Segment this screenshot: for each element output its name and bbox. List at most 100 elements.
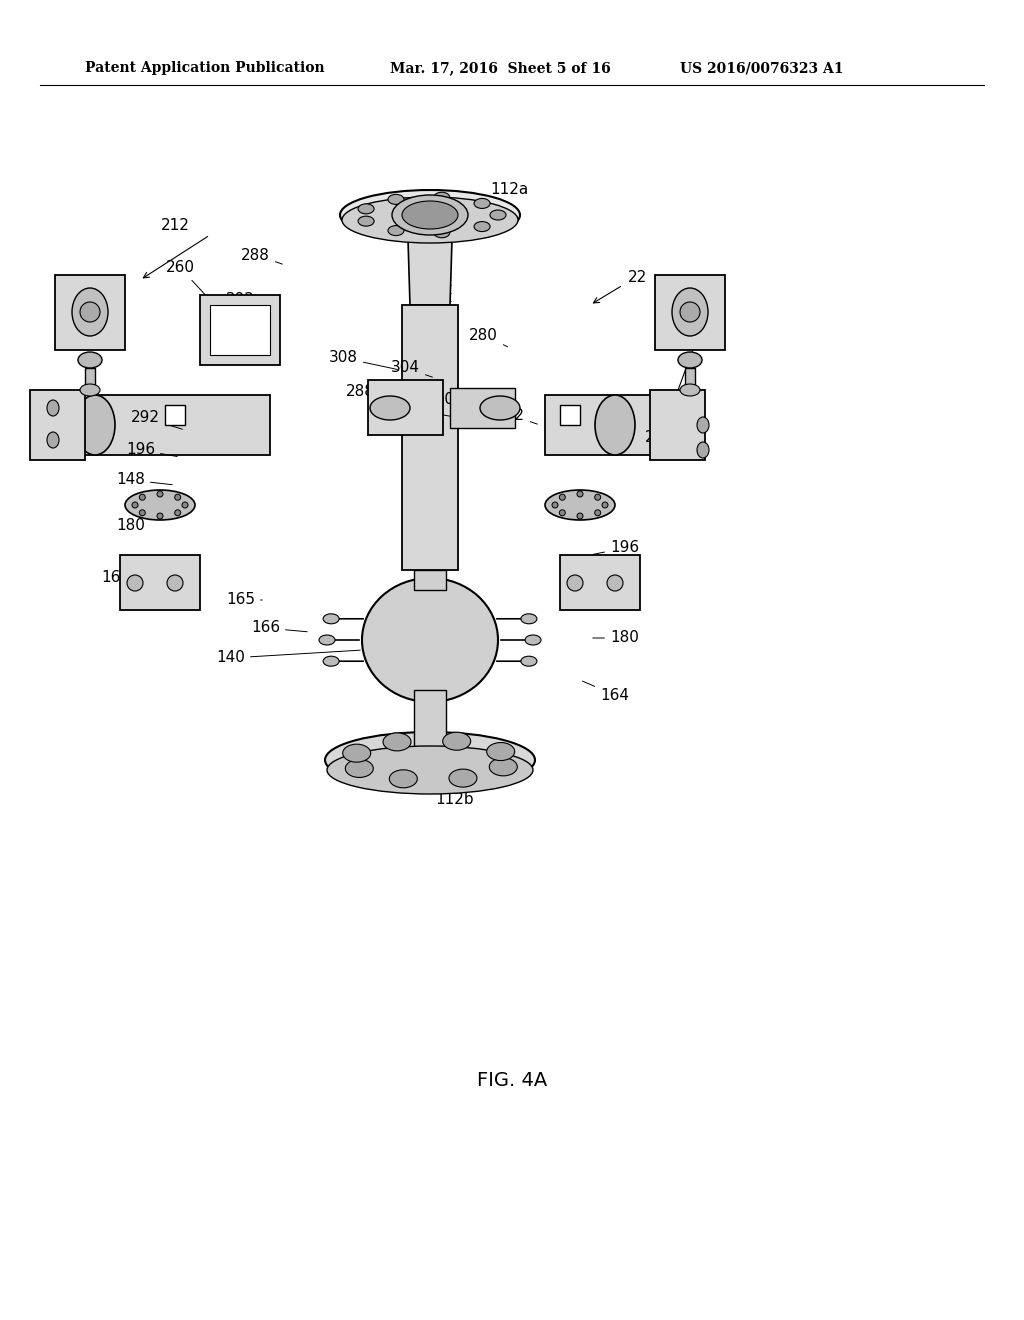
Text: 260: 260 <box>166 260 208 298</box>
Text: 164: 164 <box>101 570 162 586</box>
Ellipse shape <box>358 216 374 226</box>
FancyBboxPatch shape <box>30 389 85 459</box>
Ellipse shape <box>697 417 709 433</box>
Text: 288: 288 <box>241 248 283 264</box>
Ellipse shape <box>480 396 520 420</box>
Ellipse shape <box>343 744 371 762</box>
FancyBboxPatch shape <box>70 395 270 455</box>
Circle shape <box>602 502 608 508</box>
FancyBboxPatch shape <box>545 395 675 455</box>
Ellipse shape <box>521 656 537 667</box>
Ellipse shape <box>327 746 534 795</box>
Text: FIG. 4A: FIG. 4A <box>477 1071 547 1089</box>
Text: 140: 140 <box>216 651 360 665</box>
Ellipse shape <box>388 226 404 235</box>
Ellipse shape <box>672 288 708 337</box>
Ellipse shape <box>324 614 339 624</box>
Text: 196: 196 <box>593 540 639 556</box>
Ellipse shape <box>521 614 537 624</box>
FancyBboxPatch shape <box>450 388 515 428</box>
Ellipse shape <box>342 197 518 243</box>
Ellipse shape <box>47 400 59 416</box>
Circle shape <box>157 513 163 519</box>
Circle shape <box>559 494 565 500</box>
Text: 112b: 112b <box>432 777 474 808</box>
Text: 212: 212 <box>645 430 674 446</box>
Text: 180: 180 <box>116 511 172 532</box>
Ellipse shape <box>319 635 335 645</box>
Ellipse shape <box>383 733 411 751</box>
Text: 142: 142 <box>386 635 427 649</box>
Ellipse shape <box>545 490 615 520</box>
Ellipse shape <box>595 395 635 455</box>
Polygon shape <box>414 570 446 590</box>
Circle shape <box>595 494 601 500</box>
Polygon shape <box>414 690 446 760</box>
Text: 22: 22 <box>628 271 647 285</box>
Text: 196: 196 <box>126 442 177 458</box>
Text: 141: 141 <box>386 660 427 676</box>
Text: Patent Application Publication: Patent Application Publication <box>85 61 325 75</box>
Ellipse shape <box>324 656 339 667</box>
Circle shape <box>139 510 145 516</box>
Text: 288: 288 <box>346 384 406 400</box>
Circle shape <box>595 510 601 516</box>
FancyBboxPatch shape <box>210 305 270 355</box>
Ellipse shape <box>75 395 115 455</box>
Text: 308: 308 <box>329 351 397 370</box>
Polygon shape <box>402 305 458 570</box>
Ellipse shape <box>678 352 702 368</box>
Circle shape <box>607 576 623 591</box>
Circle shape <box>167 576 183 591</box>
FancyBboxPatch shape <box>560 554 640 610</box>
Circle shape <box>175 510 180 516</box>
Text: 304: 304 <box>401 403 458 417</box>
Text: 148: 148 <box>116 473 172 487</box>
Ellipse shape <box>362 578 498 702</box>
Circle shape <box>139 494 145 500</box>
Ellipse shape <box>389 770 418 788</box>
FancyBboxPatch shape <box>120 554 200 610</box>
FancyBboxPatch shape <box>165 405 185 425</box>
Circle shape <box>680 302 700 322</box>
Text: 292: 292 <box>496 408 538 424</box>
Text: US 2016/0076323 A1: US 2016/0076323 A1 <box>680 61 844 75</box>
Text: 166: 166 <box>251 620 307 635</box>
Ellipse shape <box>449 770 477 787</box>
Text: 280: 280 <box>469 327 508 347</box>
Ellipse shape <box>47 432 59 447</box>
Circle shape <box>127 576 143 591</box>
Circle shape <box>559 510 565 516</box>
Ellipse shape <box>345 759 374 777</box>
FancyBboxPatch shape <box>55 275 125 350</box>
Ellipse shape <box>325 733 535 788</box>
Circle shape <box>577 513 583 519</box>
Ellipse shape <box>125 490 195 520</box>
Ellipse shape <box>697 442 709 458</box>
Ellipse shape <box>370 396 410 420</box>
Circle shape <box>577 491 583 498</box>
Circle shape <box>157 491 163 498</box>
Text: 165: 165 <box>226 593 262 607</box>
Ellipse shape <box>486 743 515 760</box>
FancyBboxPatch shape <box>200 294 280 366</box>
FancyBboxPatch shape <box>650 389 705 459</box>
Polygon shape <box>408 240 452 305</box>
Text: 292: 292 <box>131 411 182 429</box>
Ellipse shape <box>80 384 100 396</box>
Text: 300: 300 <box>426 392 472 408</box>
Circle shape <box>567 576 583 591</box>
FancyBboxPatch shape <box>368 380 443 436</box>
Ellipse shape <box>474 198 490 209</box>
Polygon shape <box>685 368 695 389</box>
Text: 112a: 112a <box>477 182 528 206</box>
Polygon shape <box>65 400 95 450</box>
Ellipse shape <box>490 210 506 220</box>
Ellipse shape <box>680 384 700 396</box>
Text: 304: 304 <box>391 360 432 378</box>
Text: Mar. 17, 2016  Sheet 5 of 16: Mar. 17, 2016 Sheet 5 of 16 <box>390 61 610 75</box>
Ellipse shape <box>434 193 450 202</box>
Ellipse shape <box>392 195 468 235</box>
Circle shape <box>182 502 188 508</box>
Ellipse shape <box>402 201 458 228</box>
